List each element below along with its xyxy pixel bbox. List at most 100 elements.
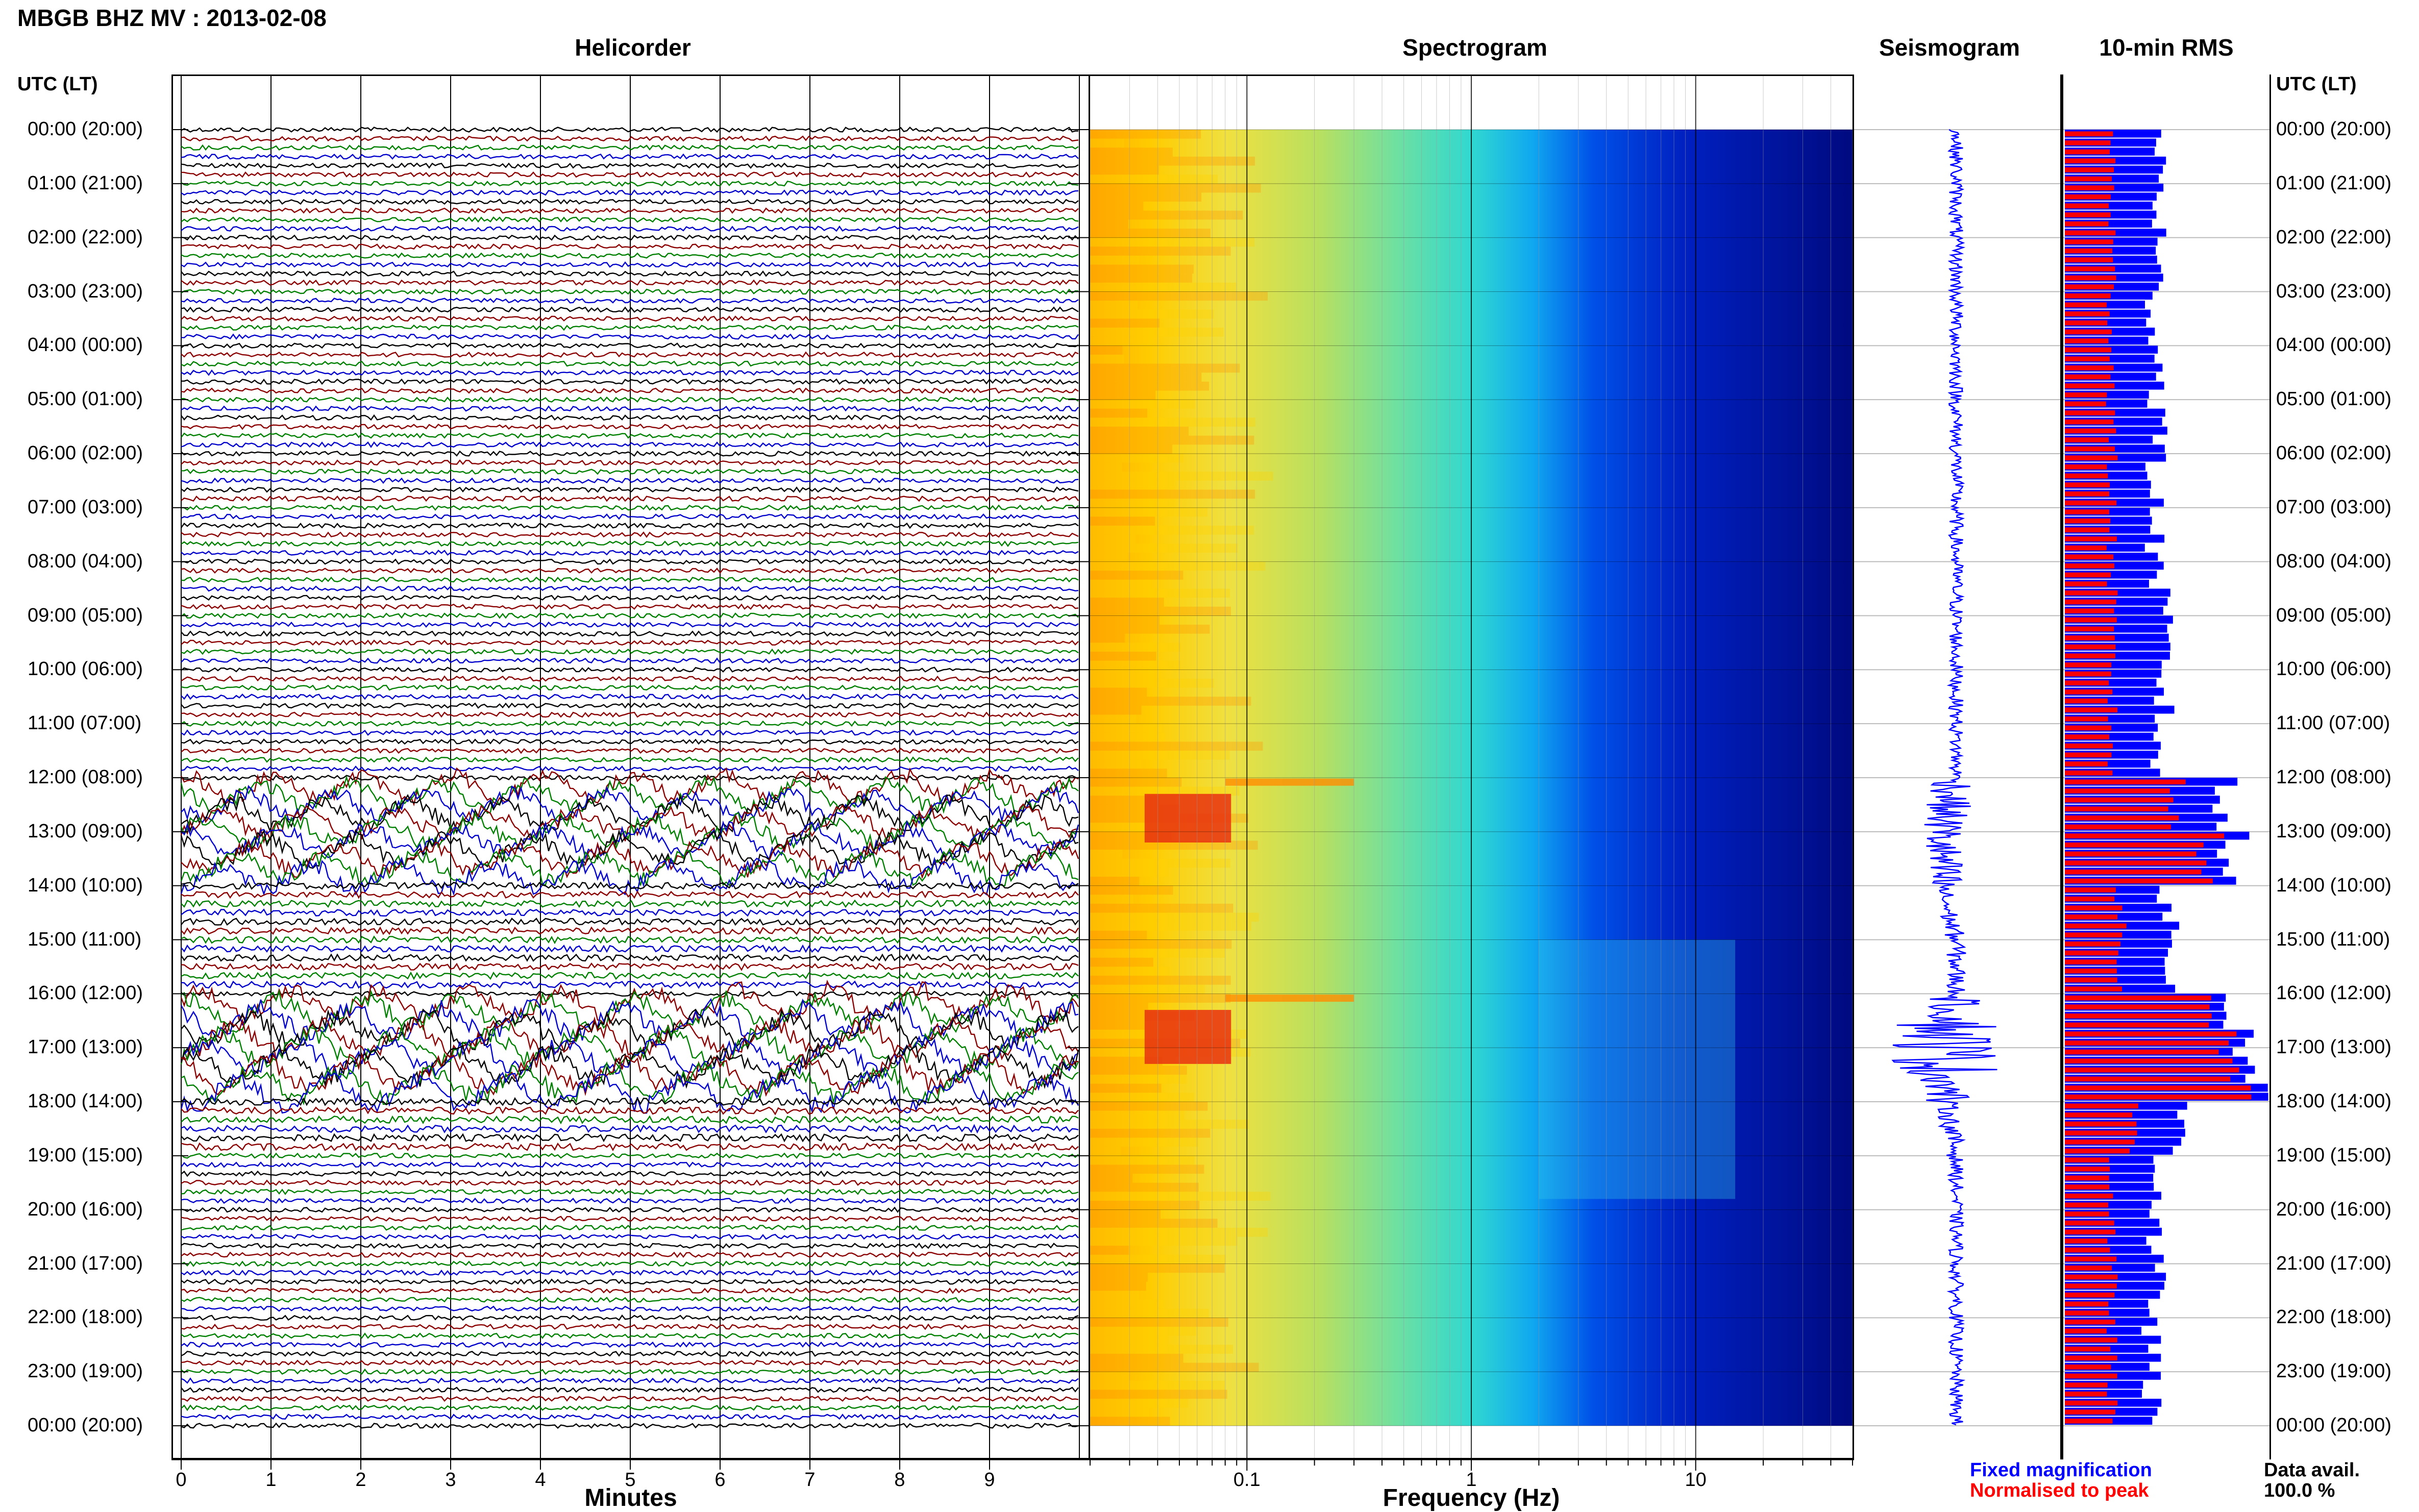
helicorder-trace	[181, 1115, 1079, 1125]
helicorder-trace	[181, 747, 1079, 754]
right-time-label: 02:00 (22:00)	[2276, 226, 2392, 248]
helicorder-trace	[180, 1069, 1079, 1114]
rms-bar-normalised	[2065, 617, 2117, 623]
helicorder-trace	[181, 243, 1079, 250]
helicorder-trace	[181, 540, 1079, 547]
rms-bar-normalised	[2065, 1085, 2251, 1090]
rms-bar-normalised	[2065, 149, 2110, 155]
seismogram-title: Seismogram	[1879, 34, 2020, 61]
rms-bar-normalised	[2065, 1355, 2117, 1361]
spectrogram-row	[1090, 724, 1163, 733]
rms-bar-normalised	[2065, 932, 2122, 938]
rms-bar-normalised	[2065, 1148, 2130, 1154]
data-availability-label: Data avail.	[2264, 1459, 2360, 1481]
helicorder-trace	[181, 252, 1079, 259]
helicorder-trace	[181, 1287, 1078, 1294]
helicorder-trace	[181, 1106, 1079, 1116]
helicorder-trace	[181, 441, 1079, 448]
helicorder-trace	[181, 1124, 1079, 1134]
helicorder-trace	[181, 899, 1079, 908]
rms-bar-normalised	[2065, 329, 2112, 335]
helicorder-trace	[181, 971, 1079, 980]
rms-bar-normalised	[2065, 536, 2117, 541]
spectrogram-row	[1090, 939, 1232, 949]
left-time-label: 13:00 (09:00)	[28, 820, 143, 842]
left-time-label: 10:00 (06:00)	[28, 658, 143, 680]
spectrogram-row	[1090, 1201, 1200, 1210]
helicorder-trace	[181, 1269, 1079, 1276]
helicorder-trace	[181, 630, 1079, 637]
helicorder-trace	[181, 612, 1079, 619]
spectrogram-row	[1090, 687, 1147, 697]
rms-bar-normalised	[2065, 563, 2114, 568]
spectrogram-row	[1090, 1155, 1195, 1165]
rms-bar-normalised	[2065, 671, 2111, 677]
frequency-axis-title: Frequency (Hz)	[1383, 1484, 1560, 1511]
spectrogram-row	[1090, 1399, 1189, 1408]
helicorder-trace	[181, 513, 1079, 520]
rms-bars	[2063, 129, 2269, 1426]
spectrogram-row	[1090, 255, 1140, 265]
helicorder-trace	[181, 1377, 1079, 1384]
rms-bar-normalised	[2065, 923, 2127, 929]
rms-bar-normalised	[2065, 518, 2111, 524]
rms-bar-normalised	[2065, 1112, 2133, 1118]
right-time-label: 22:00 (18:00)	[2276, 1306, 2392, 1328]
helicorder-trace	[181, 576, 1079, 583]
rms-bar-normalised	[2065, 185, 2114, 191]
helicorder-trace	[181, 414, 1079, 421]
rms-bar-normalised	[2065, 293, 2111, 299]
helicorder-trace	[181, 720, 1079, 727]
spectrogram-hotspot	[1144, 1010, 1231, 1064]
rms-bar-normalised	[2065, 140, 2111, 145]
helicorder-trace	[181, 648, 1079, 655]
rms-bar-normalised	[2065, 230, 2116, 236]
left-time-label: 12:00 (08:00)	[28, 766, 143, 788]
spectrogram-row	[1090, 1335, 1169, 1345]
rms-bar-normalised	[2065, 986, 2122, 992]
spectrogram-row	[1090, 957, 1153, 967]
spectrogram-row	[1090, 751, 1230, 760]
spectrogram-row	[1090, 301, 1138, 310]
helicorder-trace	[181, 270, 1079, 277]
helicorder-trace	[181, 765, 1079, 772]
helicorder-trace	[181, 333, 1079, 340]
spectrogram-image	[1090, 76, 1853, 1458]
spectrogram-row	[1090, 769, 1167, 778]
helicorder-trace	[181, 1008, 1079, 1052]
rms-bar-normalised	[2065, 761, 2108, 766]
rms-bar-normalised	[2065, 752, 2112, 758]
minutes-axis: 0 1 2 3 4 5 6 7 8 9	[171, 1458, 1090, 1491]
helicorder-trace	[181, 594, 1079, 601]
helicorder-trace	[181, 953, 1079, 962]
helicorder-trace	[181, 279, 1079, 286]
minutes-tick-label: 3	[445, 1469, 456, 1491]
helicorder-trace	[181, 702, 1079, 709]
rms-bar-normalised	[2065, 1400, 2118, 1406]
helicorder-trace	[180, 847, 1079, 887]
helicorder-trace	[181, 989, 1079, 1034]
rms-bar-normalised	[2065, 491, 2110, 497]
rms-bar-normalised	[2065, 365, 2114, 370]
rms-bar-normalised	[2065, 869, 2202, 875]
rms-bar-normalised	[2065, 725, 2112, 731]
right-time-label: 14:00 (10:00)	[2276, 874, 2392, 896]
left-time-label: 09:00 (05:00)	[28, 604, 143, 626]
rms-bar-normalised	[2065, 356, 2110, 362]
helicorder-trace	[181, 711, 1079, 718]
helicorder-trace	[181, 1359, 1079, 1366]
spectrogram-row	[1090, 579, 1151, 589]
spectrogram-row	[1090, 516, 1155, 526]
helicorder-trace	[181, 1233, 1079, 1240]
rms-bar-normalised	[2065, 1310, 2109, 1316]
helicorder-trace	[181, 1350, 1079, 1357]
rms-bar-normalised	[2065, 275, 2116, 281]
spectrogram-row	[1090, 1227, 1268, 1237]
rms-bar-normalised	[2065, 464, 2107, 469]
spectrogram-row	[1090, 1390, 1227, 1399]
spectrogram-row	[1090, 912, 1259, 922]
helicorder-trace	[181, 1152, 1079, 1159]
spectrogram-row	[1090, 1209, 1161, 1219]
rms-bar-normalised	[2065, 311, 2110, 317]
rms-title: 10-min RMS	[2099, 34, 2234, 61]
